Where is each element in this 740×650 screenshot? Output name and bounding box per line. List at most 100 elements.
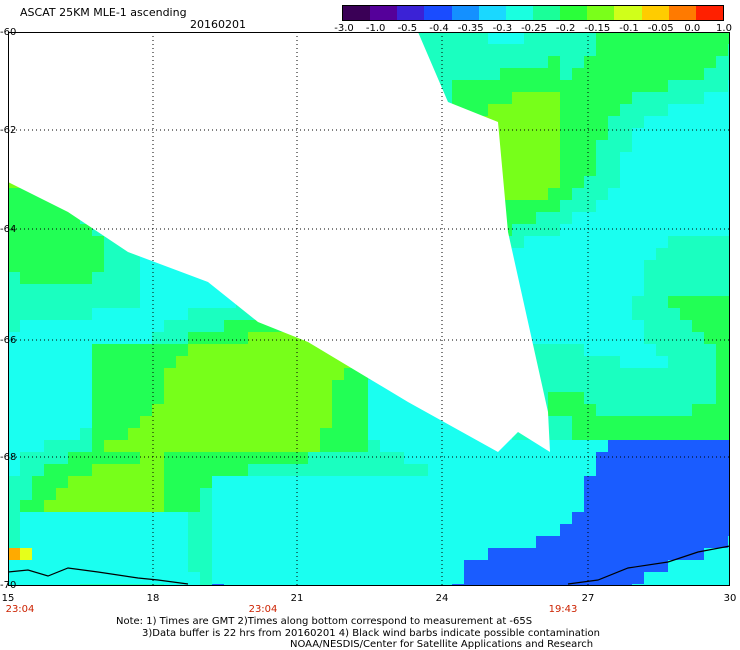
data-cell [212, 548, 224, 560]
data-cell [596, 524, 608, 536]
data-cell [656, 296, 668, 308]
data-cell [104, 284, 116, 296]
data-cell [500, 80, 512, 92]
data-cell [272, 548, 284, 560]
data-cell [560, 296, 572, 308]
data-cell [668, 536, 680, 548]
data-cell [524, 200, 536, 212]
data-cell [560, 320, 572, 332]
data-cell [296, 560, 308, 572]
data-cell [68, 500, 80, 512]
data-cell [680, 200, 692, 212]
data-cell [368, 548, 380, 560]
data-cell [140, 272, 152, 284]
data-cell [560, 512, 572, 524]
data-cell [308, 536, 320, 548]
data-cell [356, 464, 368, 476]
data-cell [692, 380, 704, 392]
data-cell [464, 572, 476, 584]
data-cell [632, 272, 644, 284]
data-cell [188, 548, 200, 560]
time-label: 23:04 [248, 604, 278, 615]
data-cell [680, 500, 692, 512]
data-cell [44, 404, 56, 416]
data-cell [620, 392, 632, 404]
data-cell [476, 548, 488, 560]
data-cell [632, 116, 644, 128]
data-cell [188, 476, 200, 488]
data-cell [620, 332, 632, 344]
data-cell [32, 416, 44, 428]
colorbar-labels: -3.0 -1.0 -0.5 -0.4 -0.35 -0.3 -0.25 -0.2 -0.15-… [330, 23, 740, 37]
data-cell [236, 572, 248, 584]
data-cell [320, 404, 332, 416]
data-cell [632, 140, 644, 152]
data-cell [224, 380, 236, 392]
data-cell [128, 500, 140, 512]
data-cell [716, 344, 728, 356]
data-cell [620, 260, 632, 272]
lon-label: 21 [290, 593, 304, 604]
data-cell [656, 416, 668, 428]
data-cell [716, 440, 728, 452]
data-cell [620, 500, 632, 512]
data-cell [692, 488, 704, 500]
data-cell [668, 476, 680, 488]
data-cell [56, 476, 68, 488]
data-cell [392, 416, 404, 428]
data-cell [68, 560, 80, 572]
data-cell [668, 116, 680, 128]
data-cell [104, 248, 116, 260]
data-cell [212, 404, 224, 416]
lat-label: -64 [0, 224, 17, 235]
colorbar-swatch [451, 6, 479, 20]
data-cell [248, 488, 260, 500]
data-cell [692, 452, 704, 464]
data-cell [704, 320, 716, 332]
data-cell [692, 224, 704, 236]
data-cell [308, 572, 320, 584]
data-cell [704, 380, 716, 392]
data-cell [404, 536, 416, 548]
data-cell [116, 260, 128, 272]
data-cell [308, 560, 320, 572]
data-cell [92, 296, 104, 308]
data-cell [44, 272, 56, 284]
data-cell [692, 392, 704, 404]
data-cell [296, 488, 308, 500]
data-cell [512, 536, 524, 548]
colorbar-tick-label: -0.25 [521, 23, 547, 34]
data-cell [524, 284, 536, 296]
data-cell [704, 116, 716, 128]
data-cell [548, 80, 560, 92]
data-cell [608, 308, 620, 320]
data-cell [488, 452, 500, 464]
data-cell [92, 320, 104, 332]
data-cell [116, 344, 128, 356]
data-cell [440, 80, 452, 92]
data-cell [596, 440, 608, 452]
data-cell [596, 368, 608, 380]
data-cell [704, 224, 716, 236]
data-cell [272, 572, 284, 584]
data-cell [536, 524, 548, 536]
data-cell [584, 128, 596, 140]
data-cell [512, 548, 524, 560]
data-cell [668, 308, 680, 320]
data-cell [332, 512, 344, 524]
data-cell [8, 548, 20, 560]
data-cell [668, 572, 680, 584]
data-cell [368, 416, 380, 428]
data-cell [380, 428, 392, 440]
time-label: 23:04 [5, 604, 35, 615]
data-cell [224, 344, 236, 356]
data-cell [152, 452, 164, 464]
data-cell [584, 188, 596, 200]
data-cell [452, 32, 464, 44]
data-cell [692, 512, 704, 524]
data-cell [680, 32, 692, 44]
data-cell [476, 32, 488, 44]
data-cell [500, 68, 512, 80]
data-cell [716, 296, 728, 308]
data-cell [536, 344, 548, 356]
